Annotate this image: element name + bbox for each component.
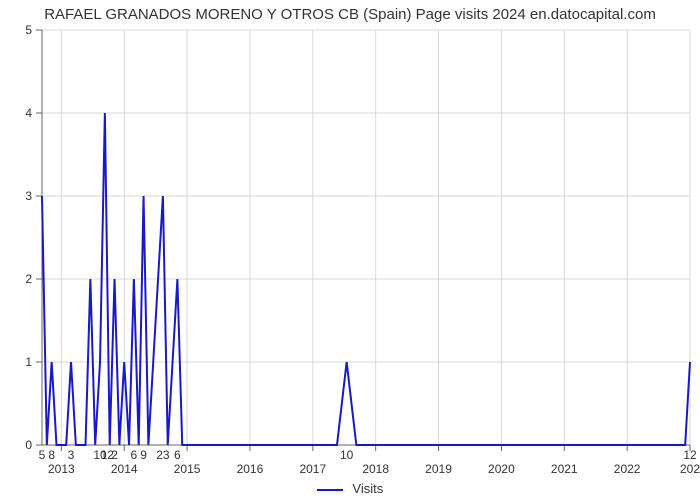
chart-plot: 0123452013201420152016201720182019202020…: [0, 0, 700, 500]
svg-text:23: 23: [156, 448, 170, 462]
legend-label: Visits: [352, 481, 383, 496]
svg-text:4: 4: [25, 106, 32, 120]
svg-text:2014: 2014: [111, 462, 138, 476]
svg-text:2: 2: [25, 272, 32, 286]
chart-title: RAFAEL GRANADOS MORENO Y OTROS CB (Spain…: [0, 6, 700, 23]
svg-text:2019: 2019: [425, 462, 452, 476]
svg-text:2: 2: [111, 448, 118, 462]
svg-text:0: 0: [25, 438, 32, 452]
svg-text:2020: 2020: [488, 462, 515, 476]
svg-text:8: 8: [48, 448, 55, 462]
svg-text:2016: 2016: [237, 462, 264, 476]
svg-text:2018: 2018: [362, 462, 389, 476]
svg-text:10: 10: [340, 448, 354, 462]
svg-text:9: 9: [140, 448, 147, 462]
svg-text:12: 12: [683, 448, 697, 462]
legend-swatch: [317, 489, 343, 491]
svg-text:6: 6: [131, 448, 138, 462]
svg-text:3: 3: [25, 189, 32, 203]
svg-text:2017: 2017: [299, 462, 326, 476]
svg-text:2013: 2013: [48, 462, 75, 476]
svg-text:202: 202: [680, 462, 700, 476]
svg-text:2021: 2021: [551, 462, 578, 476]
svg-text:5: 5: [25, 23, 32, 37]
svg-text:2015: 2015: [174, 462, 201, 476]
svg-text:5: 5: [39, 448, 46, 462]
chart-legend: Visits: [0, 481, 700, 496]
svg-text:2022: 2022: [614, 462, 641, 476]
svg-text:3: 3: [68, 448, 75, 462]
visits-chart: RAFAEL GRANADOS MORENO Y OTROS CB (Spain…: [0, 0, 700, 500]
svg-text:1: 1: [25, 355, 32, 369]
svg-text:6: 6: [174, 448, 181, 462]
